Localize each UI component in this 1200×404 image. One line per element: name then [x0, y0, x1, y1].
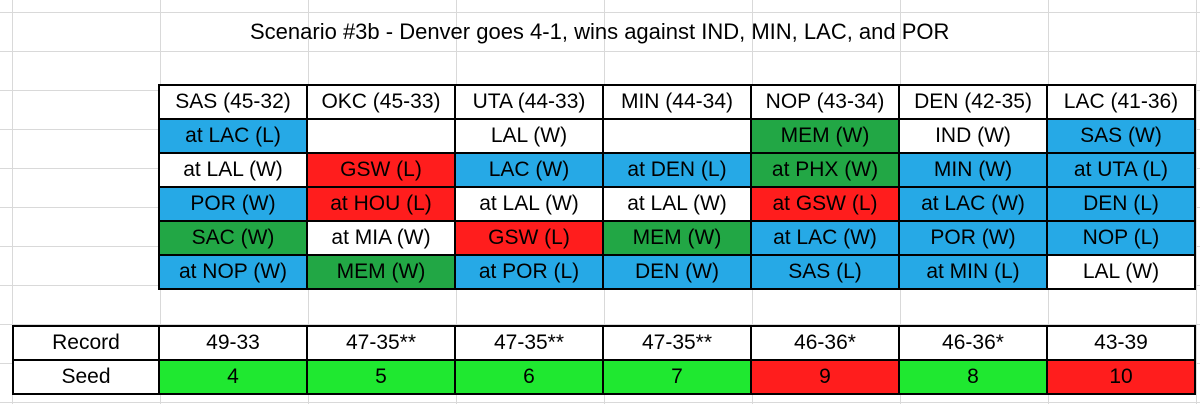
seed-cell[interactable]: 8	[898, 359, 1048, 395]
summary-body: Record 49-33 47-35** 47-35** 47-35** 46-36* 4…	[12, 325, 1196, 395]
game-cell[interactable]: LAC (W)	[454, 152, 604, 188]
game-row: at LAC (L) LAL (W) MEM (W) IND (W) SAS (W)	[158, 118, 1196, 154]
game-cell[interactable]: LAL (W)	[454, 118, 604, 154]
team-header-cell[interactable]: MIN (44-34)	[602, 84, 752, 120]
seed-cell[interactable]: 4	[158, 359, 308, 395]
team-header-cell[interactable]: SAS (45-32)	[158, 84, 308, 120]
game-cell[interactable]: at DEN (L)	[602, 152, 752, 188]
game-cell[interactable]: DEN (W)	[602, 254, 752, 290]
record-cell[interactable]: 43-39	[1046, 325, 1196, 361]
game-cell[interactable]: GSW (L)	[306, 152, 456, 188]
game-cell[interactable]: at LAC (W)	[898, 186, 1048, 222]
game-row: SAC (W) at MIA (W) GSW (L) MEM (W) at LAC (W…	[158, 220, 1196, 256]
game-cell[interactable]: MEM (W)	[306, 254, 456, 290]
team-header-cell[interactable]: LAC (41-36)	[1046, 84, 1196, 120]
seed-cell[interactable]: 6	[454, 359, 604, 395]
game-row: at LAL (W) GSW (L) LAC (W) at DEN (L) at PHX…	[158, 152, 1196, 188]
game-cell[interactable]: MIN (W)	[898, 152, 1048, 188]
game-cell[interactable]: at MIA (W)	[306, 220, 456, 256]
game-cell[interactable]: at NOP (W)	[158, 254, 308, 290]
record-cell[interactable]: 47-35**	[454, 325, 604, 361]
sheet-title[interactable]: Scenario #3b - Denver goes 4-1, wins aga…	[250, 19, 950, 44]
game-cell[interactable]: GSW (L)	[454, 220, 604, 256]
team-header-cell[interactable]: UTA (44-33)	[454, 84, 604, 120]
team-header-cell[interactable]: NOP (43-34)	[750, 84, 900, 120]
game-cell[interactable]: at LAC (L)	[158, 118, 308, 154]
game-cell[interactable]: LAL (W)	[1046, 254, 1196, 290]
game-cell[interactable]: at UTA (L)	[1046, 152, 1196, 188]
record-label-cell[interactable]: Record	[12, 325, 160, 361]
game-cell[interactable]	[306, 118, 456, 154]
game-cell[interactable]	[602, 118, 752, 154]
record-cell[interactable]: 46-36*	[898, 325, 1048, 361]
game-cell[interactable]: SAS (L)	[750, 254, 900, 290]
record-cell[interactable]: 47-35**	[306, 325, 456, 361]
game-cell[interactable]: IND (W)	[898, 118, 1048, 154]
game-cell[interactable]: DEN (L)	[1046, 186, 1196, 222]
game-cell[interactable]: at LAL (W)	[158, 152, 308, 188]
team-header-cell[interactable]: DEN (42-35)	[898, 84, 1048, 120]
summary-table: Record 49-33 47-35** 47-35** 47-35** 46-36* 4…	[12, 325, 1196, 395]
game-cell[interactable]: at LAL (W)	[454, 186, 604, 222]
game-cell[interactable]: at MIN (L)	[898, 254, 1048, 290]
game-cell[interactable]: at PHX (W)	[750, 152, 900, 188]
game-cell[interactable]: at POR (L)	[454, 254, 604, 290]
game-cell[interactable]: SAS (W)	[1046, 118, 1196, 154]
seed-cell[interactable]: 9	[750, 359, 900, 395]
game-cell[interactable]: POR (W)	[898, 220, 1048, 256]
game-cell[interactable]: at LAC (W)	[750, 220, 900, 256]
game-cell[interactable]: POR (W)	[158, 186, 308, 222]
seed-cell[interactable]: 7	[602, 359, 752, 395]
schedule-body: SAS (45-32) OKC (45-33) UTA (44-33) MIN (44…	[158, 84, 1196, 290]
game-cell[interactable]: at HOU (L)	[306, 186, 456, 222]
seed-label-cell[interactable]: Seed	[12, 359, 160, 395]
seed-cell[interactable]: 5	[306, 359, 456, 395]
game-cell[interactable]: at LAL (W)	[602, 186, 752, 222]
record-cell[interactable]: 49-33	[158, 325, 308, 361]
game-cell[interactable]: SAC (W)	[158, 220, 308, 256]
seed-cell[interactable]: 10	[1046, 359, 1196, 395]
team-header-cell[interactable]: OKC (45-33)	[306, 84, 456, 120]
seed-row: Seed 4 5 6 7 9 8 10	[12, 359, 1196, 395]
game-cell[interactable]: NOP (L)	[1046, 220, 1196, 256]
game-row: at NOP (W) MEM (W) at POR (L) DEN (W) SAS (L…	[158, 254, 1196, 290]
game-cell[interactable]: at GSW (L)	[750, 186, 900, 222]
record-cell[interactable]: 46-36*	[750, 325, 900, 361]
record-row: Record 49-33 47-35** 47-35** 47-35** 46-36* 4…	[12, 325, 1196, 361]
record-cell[interactable]: 47-35**	[602, 325, 752, 361]
game-cell[interactable]: MEM (W)	[750, 118, 900, 154]
schedule-table: SAS (45-32) OKC (45-33) UTA (44-33) MIN (44…	[158, 84, 1196, 290]
game-row: POR (W) at HOU (L) at LAL (W) at LAL (W) at …	[158, 186, 1196, 222]
team-header-row: SAS (45-32) OKC (45-33) UTA (44-33) MIN (44…	[158, 84, 1196, 120]
game-cell[interactable]: MEM (W)	[602, 220, 752, 256]
